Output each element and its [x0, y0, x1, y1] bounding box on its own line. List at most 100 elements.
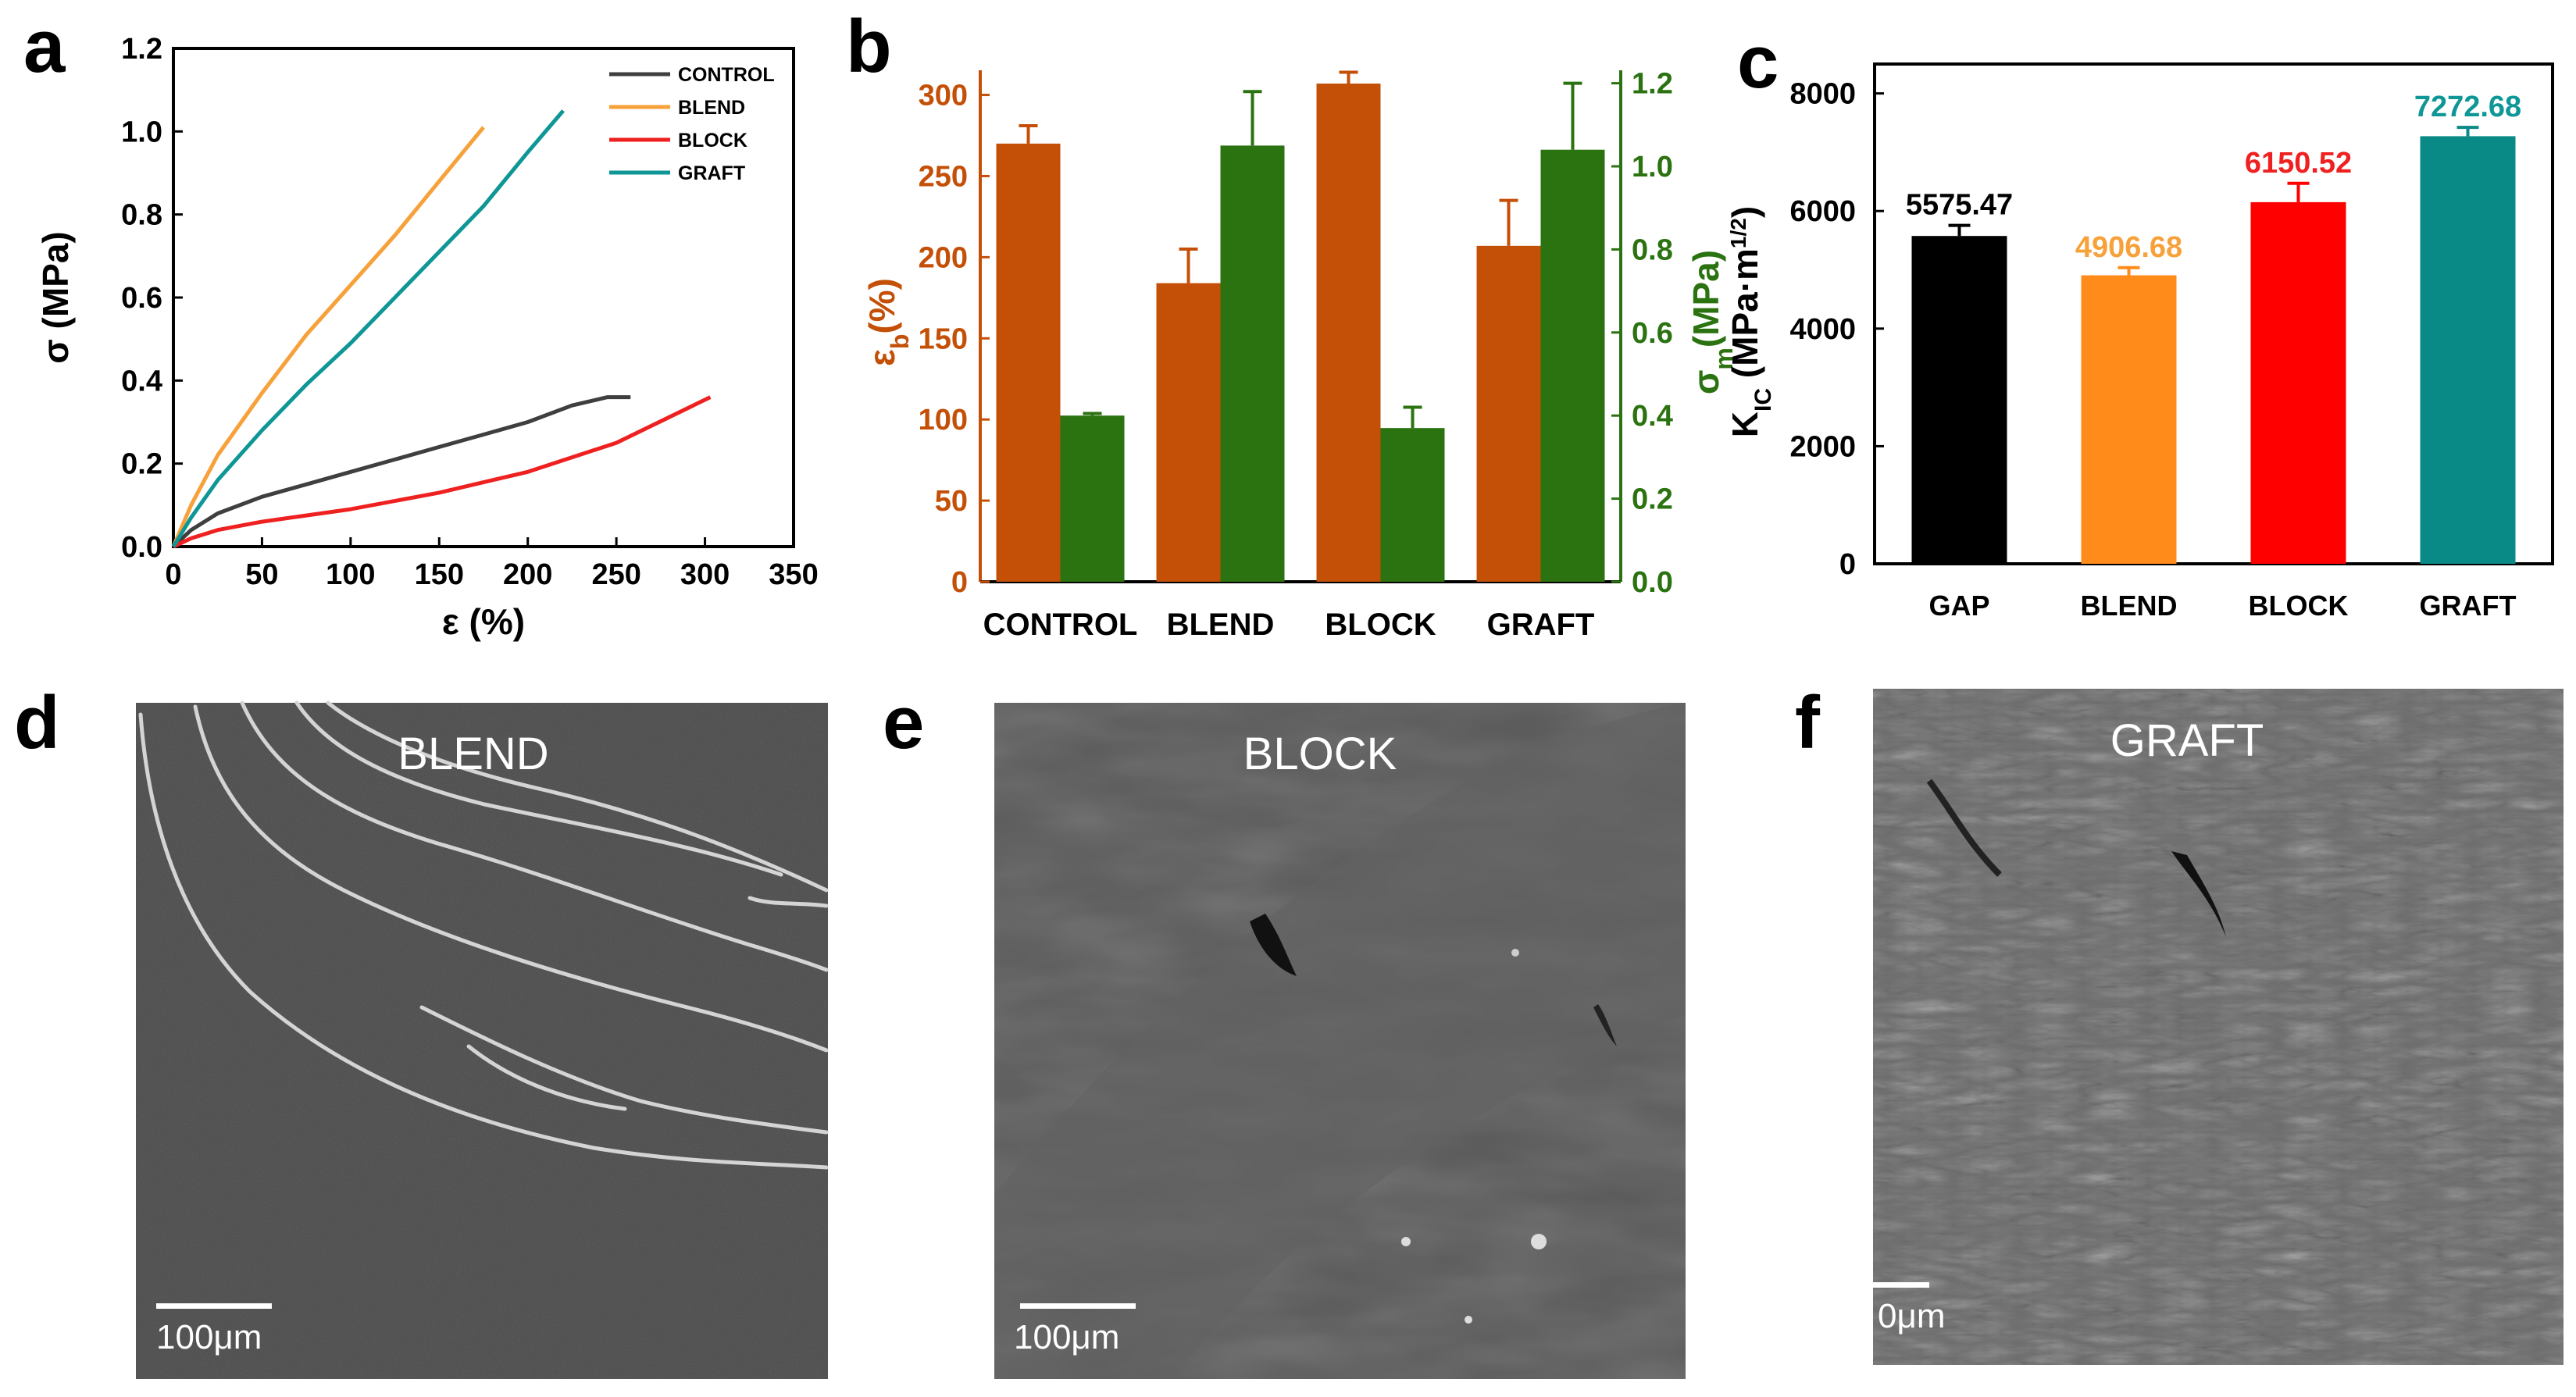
bar-block: [2250, 201, 2346, 564]
bar-strength-block: [1380, 428, 1445, 582]
scale-label-graft: 0μm: [1878, 1297, 1945, 1335]
right-tick-label: 0.8: [1632, 233, 1673, 266]
right-axis-title: σm(MPa): [1686, 250, 1738, 394]
x-axis-title: ε (%): [442, 601, 525, 642]
panel-c: c 0 2000 4000 6000 8000 KIC (MPa·m1/2) 5575.47…: [1725, 20, 2554, 622]
elongation-strength-chart: 0 50 100 150 200 250 300 0.0 0.2 0.4 0.6 0.8 1.0 1.2 ε…: [862, 68, 1738, 642]
bar-strength-graft: [1540, 149, 1605, 583]
y-tick-label: 8000: [1789, 78, 1856, 111]
right-tick-label: 1.0: [1632, 151, 1673, 184]
panel-e: e BLOCK 100μm: [883, 681, 1686, 1379]
right-tick-label: 0.6: [1632, 317, 1673, 350]
left-tick-label: 250: [919, 160, 968, 193]
panel-d: d BLEND 100μm: [14, 681, 829, 1379]
sem-image-graft: GRAFT 0μm: [1873, 689, 2564, 1365]
series-line-blend: [171, 126, 485, 547]
bar-elongation-control: [996, 143, 1061, 582]
bar-strength-control: [1060, 415, 1125, 582]
axis-title-unit-end: ): [1725, 206, 1765, 218]
y-tick-label: 2000: [1789, 430, 1856, 463]
category-label: BLEND: [1167, 608, 1275, 642]
y-tick-label: 0.0: [121, 531, 162, 564]
right-tick-label: 0.2: [1632, 483, 1673, 516]
left-tick-label: 300: [919, 80, 968, 112]
fracture-toughness-chart: 0 2000 4000 6000 8000 KIC (MPa·m1/2) 5575.47 GA…: [1725, 62, 2554, 622]
axis-title-subscript: b: [886, 334, 914, 350]
panel-b: b 0 50 100 150 200 250 300 0.0 0.2 0.4 0.6 0.8 1.0 1.…: [846, 5, 1738, 642]
x-tick-label: 0: [165, 558, 181, 591]
bar-graft: [2420, 136, 2516, 564]
axis-title-subscript: IC: [1750, 388, 1776, 412]
right-tick-label: 1.2: [1632, 68, 1673, 101]
value-label: 5575.47: [1906, 189, 2013, 222]
panel-a: a 0 50 100 150 200 250 300 350 0.0 0.2 0.4 0.6 0.8 1.…: [23, 5, 819, 642]
axis-title-unit: (MPa): [1686, 250, 1726, 347]
y-tick-label: 0: [1839, 548, 1856, 581]
y-axis-title: KIC (MPa·m1/2): [1725, 206, 1776, 437]
left-tick-label: 200: [919, 241, 968, 274]
y-axis-title: σ (MPa): [35, 231, 76, 363]
axis-title-subscript: m: [1710, 347, 1738, 369]
x-tick-label: 250: [591, 558, 640, 591]
value-label: 6150.52: [2245, 147, 2352, 180]
value-label: 4906.68: [2075, 231, 2182, 264]
sem-label-block: BLOCK: [1243, 729, 1397, 779]
category-label: GRAFT: [2420, 590, 2517, 622]
category-label: GAP: [1928, 590, 1989, 622]
stress-strain-chart: 0 50 100 150 200 250 300 350 0.0 0.2 0.4 0.6 0.8 1.0 1…: [35, 33, 819, 642]
y-tick-label: 4000: [1789, 313, 1856, 346]
y-tick-label: 1.0: [121, 116, 162, 148]
scale-bar: [156, 1303, 272, 1309]
category-label: BLOCK: [2249, 590, 2349, 622]
axis-title-unit: (MPa·m: [1725, 248, 1765, 388]
left-tick-label: 50: [935, 485, 968, 518]
sem-label-blend: BLEND: [398, 729, 548, 779]
y-tick-label: 0.8: [121, 199, 162, 232]
panel-f: f GRAFT 0μm: [1795, 681, 2564, 1365]
x-tick-label: 350: [769, 558, 818, 591]
axis-title-symbol: K: [1725, 412, 1765, 437]
scale-label-blend: 100μm: [156, 1318, 262, 1356]
category-label: BLEND: [2081, 590, 2178, 622]
plot-frame: [1873, 62, 2554, 565]
category-label: BLOCK: [1325, 608, 1436, 642]
category-label: GRAFT: [1487, 608, 1595, 642]
scale-label-block: 100μm: [1014, 1318, 1119, 1356]
legend-label: CONTROL: [678, 64, 775, 86]
left-tick-label: 100: [919, 404, 968, 437]
legend-label: BLOCK: [678, 130, 747, 151]
x-tick-label: 50: [245, 558, 278, 591]
panel-letter-f: f: [1795, 681, 1821, 764]
right-tick-label: 0.0: [1632, 566, 1673, 599]
panel-letter-d: d: [14, 681, 60, 764]
bar-gap: [1911, 236, 2007, 564]
scale-bar: [1873, 1282, 1929, 1288]
x-tick-label: 100: [326, 558, 375, 591]
value-label: 7272.68: [2414, 91, 2521, 123]
axis-title-unit: (%): [862, 278, 902, 334]
left-tick-label: 150: [919, 323, 968, 355]
y-tick-label: 0.4: [121, 365, 162, 397]
bar-elongation-blend: [1156, 283, 1221, 582]
axis-title-symbol: σ: [1686, 370, 1726, 394]
left-tick-label: 0: [951, 566, 968, 599]
right-tick-label: 0.4: [1632, 400, 1673, 433]
sem-label-graft: GRAFT: [2110, 715, 2264, 766]
axis-title-symbol: ε: [862, 349, 902, 366]
axis-title-superscript: 1/2: [1726, 218, 1750, 248]
bar-elongation-block: [1316, 84, 1381, 582]
panel-letter-b: b: [846, 5, 892, 88]
y-tick-label: 0.2: [121, 448, 162, 481]
y-tick-label: 1.2: [121, 33, 162, 66]
plot-frame: [172, 47, 795, 548]
y-tick-label: 6000: [1789, 195, 1856, 228]
scale-bar: [1020, 1303, 1136, 1309]
x-tick-label: 150: [415, 558, 464, 591]
legend-label: GRAFT: [678, 162, 745, 184]
sem-image-blend: BLEND 100μm: [136, 700, 829, 1379]
series-line-block: [172, 395, 712, 549]
left-axis-title: εb(%): [862, 278, 914, 366]
x-tick-label: 200: [503, 558, 552, 591]
bar-strength-blend: [1220, 145, 1285, 582]
bar-elongation-graft: [1476, 245, 1541, 582]
